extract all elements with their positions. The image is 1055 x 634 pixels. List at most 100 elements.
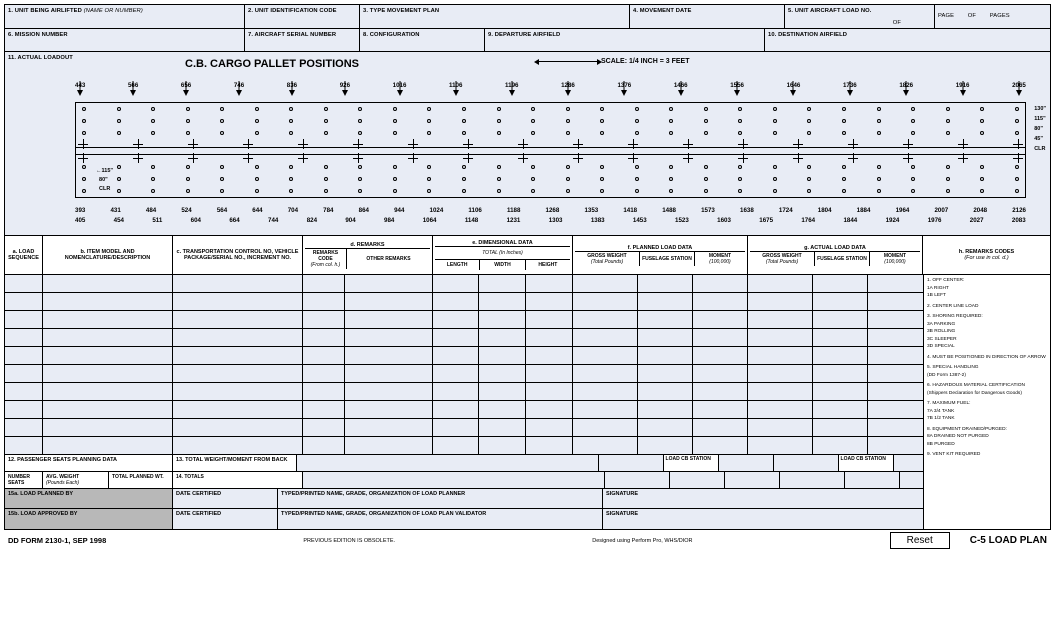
cell[interactable] bbox=[5, 347, 43, 364]
cell[interactable] bbox=[813, 365, 868, 382]
cell[interactable] bbox=[345, 275, 433, 292]
total-planned-wt[interactable]: TOTAL PLANNED WT. bbox=[109, 472, 173, 488]
cell[interactable] bbox=[173, 347, 303, 364]
load-data-row[interactable] bbox=[5, 329, 923, 347]
field-4-movement-date[interactable]: 4. MOVEMENT DATE bbox=[630, 5, 785, 28]
signature[interactable]: SIGNATURE bbox=[603, 509, 923, 529]
cell[interactable] bbox=[303, 401, 345, 418]
cell[interactable] bbox=[813, 419, 868, 436]
cell[interactable] bbox=[173, 383, 303, 400]
cell[interactable] bbox=[693, 275, 748, 292]
cell[interactable] bbox=[43, 329, 173, 346]
cell[interactable] bbox=[693, 437, 748, 454]
cell[interactable] bbox=[479, 347, 526, 364]
cell[interactable] bbox=[43, 437, 173, 454]
cell[interactable] bbox=[303, 293, 345, 310]
cell[interactable] bbox=[748, 401, 813, 418]
cell[interactable] bbox=[748, 275, 813, 292]
cell[interactable] bbox=[573, 383, 638, 400]
cell[interactable] bbox=[5, 329, 43, 346]
load-data-row[interactable] bbox=[5, 401, 923, 419]
cell[interactable] bbox=[43, 419, 173, 436]
cell[interactable] bbox=[433, 437, 479, 454]
cell[interactable] bbox=[526, 293, 573, 310]
typed-name[interactable]: TYPED/PRINTED NAME, GRADE, ORGANIZATION … bbox=[278, 489, 603, 508]
load-data-row[interactable] bbox=[5, 311, 923, 329]
cell[interactable] bbox=[173, 419, 303, 436]
cell[interactable] bbox=[748, 365, 813, 382]
cell[interactable] bbox=[479, 311, 526, 328]
cell[interactable] bbox=[433, 329, 479, 346]
cell[interactable] bbox=[303, 419, 345, 436]
total-cell[interactable] bbox=[670, 472, 725, 488]
cell[interactable] bbox=[526, 401, 573, 418]
field-6-mission-number[interactable]: 6. MISSION NUMBER bbox=[5, 29, 245, 51]
cell[interactable] bbox=[173, 401, 303, 418]
num-seats[interactable]: NUMBER SEATS bbox=[5, 472, 43, 488]
cell[interactable] bbox=[433, 347, 479, 364]
cell[interactable] bbox=[573, 401, 638, 418]
cell[interactable] bbox=[526, 347, 573, 364]
cell[interactable] bbox=[693, 347, 748, 364]
cell[interactable] bbox=[345, 419, 433, 436]
cell[interactable] bbox=[573, 293, 638, 310]
cell[interactable] bbox=[43, 293, 173, 310]
cell[interactable] bbox=[573, 329, 638, 346]
total-cell[interactable] bbox=[900, 472, 923, 488]
load-data-row[interactable] bbox=[5, 347, 923, 365]
cell[interactable] bbox=[345, 329, 433, 346]
cell[interactable] bbox=[868, 383, 923, 400]
cell[interactable] bbox=[868, 419, 923, 436]
cell[interactable] bbox=[813, 383, 868, 400]
cell[interactable] bbox=[479, 293, 526, 310]
cell[interactable] bbox=[479, 275, 526, 292]
sp[interactable] bbox=[599, 455, 664, 471]
cell[interactable] bbox=[5, 401, 43, 418]
total-cell[interactable] bbox=[845, 472, 900, 488]
cell[interactable] bbox=[43, 275, 173, 292]
load-data-row[interactable] bbox=[5, 419, 923, 437]
cell[interactable] bbox=[5, 311, 43, 328]
cell[interactable] bbox=[433, 365, 479, 382]
cell[interactable] bbox=[345, 293, 433, 310]
cell[interactable] bbox=[433, 419, 479, 436]
cell[interactable] bbox=[813, 329, 868, 346]
cell[interactable] bbox=[748, 329, 813, 346]
field-2-unit-id-code[interactable]: 2. UNIT IDENTIFICATION CODE bbox=[245, 5, 360, 28]
cell[interactable] bbox=[43, 383, 173, 400]
cell[interactable] bbox=[748, 383, 813, 400]
cell[interactable] bbox=[573, 419, 638, 436]
load-data-row[interactable] bbox=[5, 383, 923, 401]
cell[interactable] bbox=[5, 275, 43, 292]
cell[interactable] bbox=[813, 437, 868, 454]
field-10-destination[interactable]: 10. DESTINATION AIRFIELD bbox=[765, 29, 1050, 51]
cell[interactable] bbox=[573, 347, 638, 364]
cell[interactable] bbox=[693, 311, 748, 328]
cell[interactable] bbox=[693, 401, 748, 418]
cell[interactable] bbox=[748, 347, 813, 364]
field-3-type-movement[interactable]: 3. TYPE MOVEMENT PLAN bbox=[360, 5, 630, 28]
cell[interactable] bbox=[526, 311, 573, 328]
cell[interactable] bbox=[479, 419, 526, 436]
cell[interactable] bbox=[173, 311, 303, 328]
cell[interactable] bbox=[813, 293, 868, 310]
cell[interactable] bbox=[173, 365, 303, 382]
cell[interactable] bbox=[573, 437, 638, 454]
cell[interactable] bbox=[43, 401, 173, 418]
field-9-departure[interactable]: 9. DEPARTURE AIRFIELD bbox=[485, 29, 765, 51]
cell[interactable] bbox=[479, 365, 526, 382]
cell[interactable] bbox=[303, 437, 345, 454]
cell[interactable] bbox=[345, 347, 433, 364]
date-certified[interactable]: DATE CERTIFIED bbox=[173, 509, 278, 529]
cell[interactable] bbox=[433, 311, 479, 328]
cell[interactable] bbox=[693, 419, 748, 436]
field-5-aircraft-load-no[interactable]: 5. UNIT AIRCRAFT LOAD NO. OF bbox=[785, 5, 935, 28]
cell[interactable] bbox=[43, 365, 173, 382]
cell[interactable] bbox=[43, 347, 173, 364]
cell[interactable] bbox=[868, 329, 923, 346]
cell[interactable] bbox=[638, 437, 693, 454]
cell[interactable] bbox=[479, 401, 526, 418]
cell[interactable] bbox=[173, 275, 303, 292]
load-data-row[interactable] bbox=[5, 437, 923, 455]
cell[interactable] bbox=[813, 347, 868, 364]
